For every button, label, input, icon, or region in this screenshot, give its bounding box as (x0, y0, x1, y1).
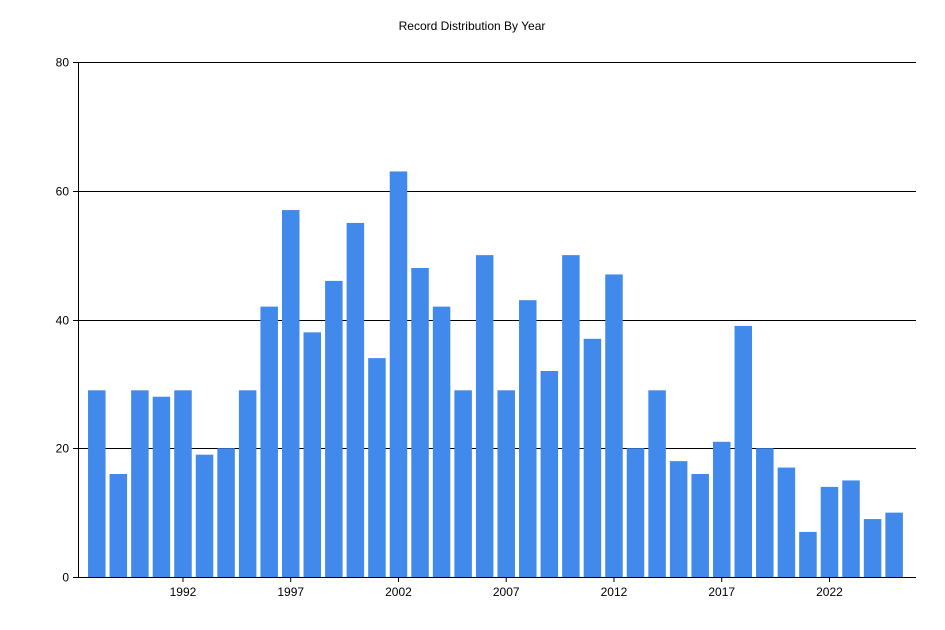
bar-2016 (691, 474, 709, 577)
bar-2011 (583, 338, 602, 577)
bar-2019 (756, 448, 774, 577)
bar-1989 (109, 474, 128, 577)
bar-2010 (562, 255, 580, 578)
bar-2024 (863, 519, 882, 577)
bar-1992 (174, 390, 192, 577)
bar-1995 (238, 390, 257, 577)
x-tick-label-2002: 2002 (385, 585, 412, 599)
gridlines (78, 62, 916, 449)
bar-2020 (777, 467, 796, 577)
bar-1988 (88, 390, 106, 577)
y-tick-label-20: 20 (56, 442, 70, 456)
bar-2006 (475, 255, 494, 578)
bar-2008 (519, 300, 537, 577)
bar-1993 (195, 454, 214, 577)
bar-2003 (411, 268, 429, 577)
bar-1999 (325, 280, 343, 578)
bar-2005 (454, 390, 472, 577)
bar-2012 (605, 274, 623, 577)
bar-1994 (217, 448, 235, 577)
bar-2023 (842, 480, 860, 577)
x-tick-label-2022: 2022 (816, 585, 843, 599)
x-tick-label-2007: 2007 (493, 585, 520, 599)
bar-2017 (712, 441, 731, 577)
bars (88, 171, 903, 578)
y-tick-label-60: 60 (56, 185, 70, 199)
bar-1998 (303, 332, 322, 578)
bar-2001 (368, 358, 386, 578)
x-tick-label-2012: 2012 (601, 585, 628, 599)
bar-1991 (152, 396, 171, 577)
bar-2013 (626, 448, 645, 577)
y-tick-label-40: 40 (56, 314, 70, 328)
x-tick-label-2017: 2017 (708, 585, 735, 599)
bar-2014 (648, 390, 666, 577)
x-tick-label-1992: 1992 (170, 585, 197, 599)
chart-title: Record Distribution By Year (399, 19, 546, 33)
bar-2022 (820, 486, 839, 578)
bar-2009 (540, 371, 559, 577)
bar-1990 (131, 390, 149, 577)
y-tick-label-80: 80 (56, 56, 70, 70)
bar-2002 (389, 171, 408, 577)
bar-2018 (734, 325, 753, 577)
bar-2004 (432, 306, 451, 578)
bar-2007 (497, 390, 515, 577)
y-tick-labels: 0 20 40 60 80 (56, 56, 78, 585)
bar-2021 (799, 531, 817, 577)
bar-2000 (346, 222, 365, 577)
bar-1997 (281, 210, 300, 577)
y-tick-label-0: 0 (62, 571, 69, 585)
bar-1996 (260, 306, 278, 578)
x-tick-labels: 1992 1997 2002 2007 2012 2017 2022 (170, 577, 843, 599)
axes (78, 62, 916, 578)
bar-2025 (885, 512, 903, 578)
x-tick-label-1997: 1997 (277, 585, 304, 599)
bar-2015 (669, 461, 688, 578)
